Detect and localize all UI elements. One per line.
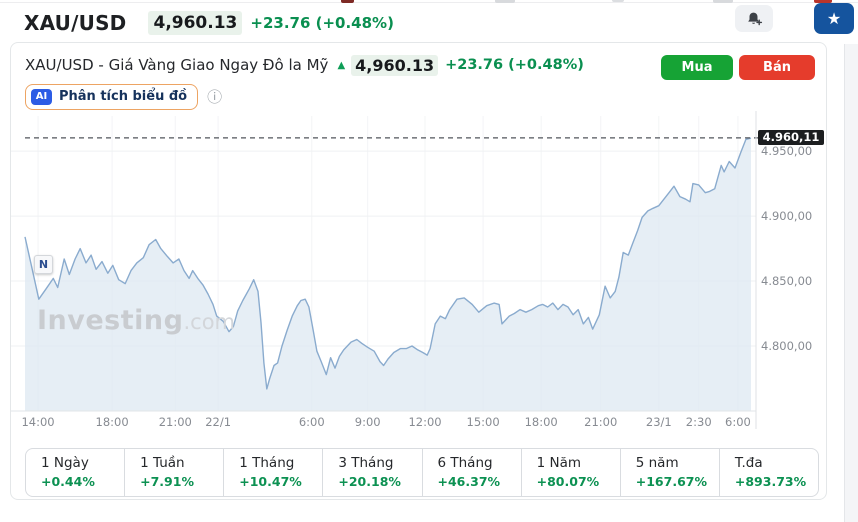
buy-button[interactable]: Mua bbox=[661, 55, 733, 80]
arrow-up-icon: ▲ bbox=[337, 59, 346, 71]
x-axis-label: 18:00 bbox=[524, 415, 558, 429]
clipped-page-artifact bbox=[814, 0, 832, 3]
timeframe-label: 1 Tháng bbox=[239, 455, 295, 471]
x-axis-label: 21:00 bbox=[584, 415, 618, 429]
clipped-page-artifact bbox=[341, 0, 354, 3]
symbol-title: XAU/USD bbox=[24, 11, 127, 35]
timeframe-change: +20.18% bbox=[338, 474, 401, 489]
timeframe-label: 1 Năm bbox=[536, 455, 582, 471]
timeframe-change: +167.67% bbox=[635, 474, 707, 489]
watermark-bold: Investing bbox=[37, 305, 184, 336]
watermark-light: .com bbox=[183, 310, 235, 334]
price-chart[interactable]: 4.950,00 4.900,00 4.850,00 4.800,00 4.960,1… bbox=[11, 111, 826, 429]
clipped-page-artifact bbox=[495, 0, 515, 3]
timeframe-label: 1 Tuần bbox=[140, 455, 185, 471]
y-axis-label: 4.850,00 bbox=[761, 274, 813, 289]
timeframe-change: +46.37% bbox=[437, 474, 501, 489]
timeframe-change: +7.91% bbox=[140, 474, 194, 489]
timeframe-label: 5 năm bbox=[635, 455, 679, 471]
timeframe-label: T.đa bbox=[734, 455, 763, 471]
create-alert-button[interactable] bbox=[735, 5, 773, 32]
instrument-title-row: XAU/USD - Giá Vàng Giao Ngay Đô la Mỹ ▲ … bbox=[25, 53, 584, 77]
x-axis-label: 18:00 bbox=[95, 415, 129, 429]
x-axis-label: 9:00 bbox=[354, 415, 381, 429]
timeframe-cell[interactable]: 1 Năm +80.07% bbox=[520, 449, 620, 496]
instrument-change: +23.76 (+0.48%) bbox=[445, 57, 584, 73]
timeframe-change: +80.07% bbox=[536, 474, 600, 489]
ai-analysis-label: Phân tích biểu đồ bbox=[59, 89, 188, 104]
ai-badge: AI bbox=[31, 88, 52, 105]
timeframe-change: +0.44% bbox=[41, 474, 95, 489]
instrument-title: XAU/USD - Giá Vàng Giao Ngay Đô la Mỹ bbox=[25, 56, 329, 74]
timeframe-label: 3 Tháng bbox=[338, 455, 394, 471]
timeframe-cell[interactable]: 1 Tuần +7.91% bbox=[124, 449, 223, 496]
x-axis-label: 21:00 bbox=[158, 415, 192, 429]
current-price-badge: 4.960,11 bbox=[758, 130, 824, 146]
timeframe-cell[interactable]: 1 Tháng +10.47% bbox=[223, 449, 322, 496]
x-axis-label: 22/1 bbox=[205, 415, 232, 429]
bell-plus-icon bbox=[747, 12, 762, 25]
y-axis-label: 4.900,00 bbox=[761, 209, 813, 224]
investing-watermark: Investing.com bbox=[37, 305, 235, 336]
clipped-page-artifact bbox=[612, 0, 624, 2]
timeframe-change: +10.47% bbox=[239, 474, 302, 489]
page-divider bbox=[0, 2, 858, 3]
clipped-page-artifact bbox=[713, 0, 733, 3]
instrument-price: 4,960.13 bbox=[351, 54, 439, 76]
info-icon[interactable]: ⓘ bbox=[207, 88, 223, 106]
timeframe-change: +893.73% bbox=[734, 474, 807, 489]
ai-chart-analysis-button[interactable]: AI Phân tích biểu đồ bbox=[25, 83, 199, 110]
timeframe-bar: 1 Ngày +0.44% 1 Tuần +7.91% 1 Tháng +10.… bbox=[25, 448, 819, 497]
news-event-marker[interactable]: N bbox=[34, 255, 53, 274]
x-axis-label: 15:00 bbox=[466, 415, 500, 429]
timeframe-label: 1 Ngày bbox=[41, 455, 89, 471]
timeframe-cell[interactable]: 6 Tháng +46.37% bbox=[421, 449, 521, 496]
timeframe-cell[interactable]: T.đa +893.73% bbox=[718, 449, 818, 496]
timeframe-cell[interactable]: 5 năm +167.67% bbox=[619, 449, 719, 496]
ai-analysis-row: AI Phân tích biểu đồ ⓘ bbox=[25, 83, 222, 110]
price-chart-canvas[interactable] bbox=[11, 111, 826, 429]
x-axis-label: 2:30 bbox=[685, 415, 712, 429]
timeframe-cell[interactable]: 1 Ngày +0.44% bbox=[26, 449, 124, 496]
instrument-header: XAU/USD 4,960.13 +23.76 (+0.48%) bbox=[24, 4, 858, 42]
header-price: 4,960.13 bbox=[148, 11, 243, 35]
y-axis-label: 4.800,00 bbox=[761, 339, 813, 354]
x-axis-label: 23/1 bbox=[645, 415, 672, 429]
x-axis-label: 6:00 bbox=[298, 415, 325, 429]
x-axis-label: 12:00 bbox=[408, 415, 442, 429]
page-edge-strip bbox=[844, 44, 858, 522]
chart-card: XAU/USD - Giá Vàng Giao Ngay Đô la Mỹ ▲ … bbox=[10, 42, 827, 500]
header-change: +23.76 (+0.48%) bbox=[250, 14, 394, 32]
add-to-watchlist-button[interactable]: ★ bbox=[814, 3, 854, 34]
timeframe-label: 6 Tháng bbox=[437, 455, 493, 471]
sell-button[interactable]: Bán bbox=[739, 55, 815, 80]
x-axis-label: 6:00 bbox=[725, 415, 751, 429]
x-axis-label: 14:00 bbox=[21, 415, 55, 429]
timeframe-cell[interactable]: 3 Tháng +20.18% bbox=[322, 449, 421, 496]
star-icon: ★ bbox=[826, 8, 842, 28]
y-axis-label: 4.950,00 bbox=[761, 144, 813, 159]
